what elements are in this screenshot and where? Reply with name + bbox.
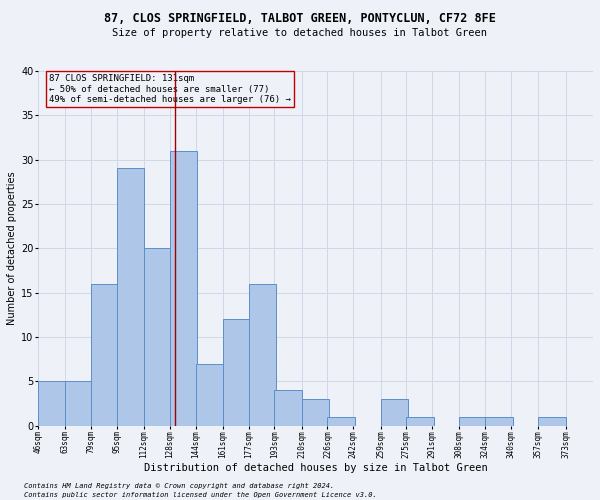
Bar bbox=[485, 416, 512, 426]
Text: 87 CLOS SPRINGFIELD: 131sqm
← 50% of detached houses are smaller (77)
49% of sem: 87 CLOS SPRINGFIELD: 131sqm ← 50% of det… bbox=[49, 74, 291, 104]
Text: Contains HM Land Registry data © Crown copyright and database right 2024.: Contains HM Land Registry data © Crown c… bbox=[24, 483, 334, 489]
Bar bbox=[406, 416, 434, 426]
Bar bbox=[328, 416, 355, 426]
Bar bbox=[302, 399, 329, 425]
Bar bbox=[538, 416, 566, 426]
Bar bbox=[248, 284, 276, 426]
Y-axis label: Number of detached properties: Number of detached properties bbox=[7, 172, 17, 325]
Bar bbox=[170, 150, 197, 426]
Bar bbox=[144, 248, 172, 426]
Text: Contains public sector information licensed under the Open Government Licence v3: Contains public sector information licen… bbox=[24, 492, 377, 498]
Bar bbox=[460, 416, 487, 426]
Bar bbox=[38, 382, 65, 426]
Text: 87, CLOS SPRINGFIELD, TALBOT GREEN, PONTYCLUN, CF72 8FE: 87, CLOS SPRINGFIELD, TALBOT GREEN, PONT… bbox=[104, 12, 496, 26]
X-axis label: Distribution of detached houses by size in Talbot Green: Distribution of detached houses by size … bbox=[143, 463, 487, 473]
Bar bbox=[65, 382, 92, 426]
Text: Size of property relative to detached houses in Talbot Green: Size of property relative to detached ho… bbox=[113, 28, 487, 38]
Bar bbox=[116, 168, 144, 426]
Bar bbox=[91, 284, 118, 426]
Bar bbox=[223, 319, 250, 426]
Bar bbox=[196, 364, 223, 426]
Bar bbox=[380, 399, 408, 425]
Bar bbox=[274, 390, 302, 426]
